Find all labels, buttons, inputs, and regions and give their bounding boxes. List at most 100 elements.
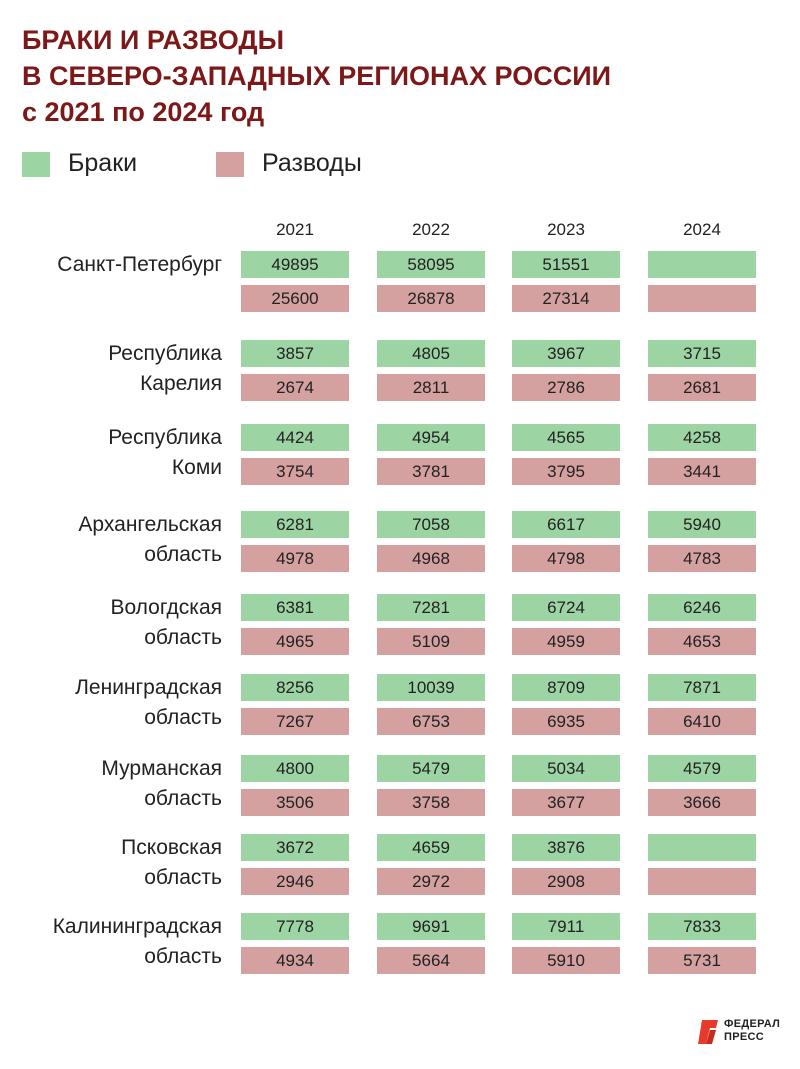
marriages-value-cell: 3876 — [512, 834, 620, 861]
region-label: Санкт-Петербург — [57, 250, 222, 280]
region-label-line: Республика — [108, 342, 222, 365]
divorces-value-cell: 2674 — [241, 374, 349, 401]
divorces-value-cell: 5109 — [377, 628, 485, 655]
divorces-value-cell: 26878 — [377, 285, 485, 312]
marriages-value-cell: 4659 — [377, 834, 485, 861]
region-label-line: Республика — [108, 426, 222, 449]
region-label: Ленинградская область — [75, 673, 222, 733]
divorces-value-cell: 3666 — [648, 789, 756, 816]
marriages-value-cell: 4579 — [648, 755, 756, 782]
divorces-value-cell: 3677 — [512, 789, 620, 816]
logo-line-2: ПРЕСС — [724, 1031, 764, 1043]
divorces-value-cell: 4959 — [512, 628, 620, 655]
divorces-value-cell: 25600 — [241, 285, 349, 312]
divorces-value-cell: 3506 — [241, 789, 349, 816]
marriages-value-cell: 3672 — [241, 834, 349, 861]
divorces-value-cell: 4783 — [648, 545, 756, 572]
marriages-value-cell: 3715 — [648, 340, 756, 367]
divorces-value-cell: 5664 — [377, 947, 485, 974]
marriages-value-cell: 5940 — [648, 511, 756, 538]
region-label-line: область — [144, 866, 222, 889]
region-label-line: Ленинградская — [75, 676, 222, 699]
marriages-value-cell: 3967 — [512, 340, 620, 367]
region-label-line: Мурманская — [101, 757, 222, 780]
marriages-value-cell: 6381 — [241, 594, 349, 621]
marriages-value-cell: 6281 — [241, 511, 349, 538]
divorces-value-cell: 27314 — [512, 285, 620, 312]
logo-text: ФЕДЕРАЛ ПРЕСС — [724, 1018, 780, 1044]
year-header-2024: 2024 — [683, 220, 721, 239]
region-label-line: Калининградская — [52, 915, 222, 938]
divorces-value-cell: 4968 — [377, 545, 485, 572]
divorces-value-cell: 6753 — [377, 708, 485, 735]
marriages-value-cell: 8709 — [512, 674, 620, 701]
region-label: Республика Коми — [108, 423, 222, 483]
divorces-value-cell: 4978 — [241, 545, 349, 572]
marriages-value-cell — [648, 834, 756, 861]
region-label-line: область — [144, 543, 222, 566]
region-label-line: Архангельская — [78, 513, 222, 536]
region-label-line: Карелия — [140, 372, 222, 395]
region-label-line: область — [144, 787, 222, 810]
region-label-line: Санкт-Петербург — [57, 253, 222, 276]
marriages-value-cell — [648, 251, 756, 278]
marriages-value-cell: 7281 — [377, 594, 485, 621]
marriages-value-cell: 5034 — [512, 755, 620, 782]
marriages-value-cell: 4424 — [241, 424, 349, 451]
marriages-value-cell: 4258 — [648, 424, 756, 451]
divorces-value-cell: 2946 — [241, 868, 349, 895]
divorces-value-cell: 4653 — [648, 628, 756, 655]
region-label-line: область — [144, 706, 222, 729]
title-line-2: В СЕВЕРО-ЗАПАДНЫХ РЕГИОНАХ РОССИИ — [22, 61, 612, 91]
divorces-value-cell — [648, 868, 756, 895]
legend-label-divorces: Разводы — [262, 149, 362, 177]
divorces-value-cell: 3781 — [377, 458, 485, 485]
divorces-value-cell — [648, 285, 756, 312]
region-label-line: Коми — [171, 456, 222, 479]
divorces-value-cell: 4965 — [241, 628, 349, 655]
marriages-value-cell: 8256 — [241, 674, 349, 701]
title-line-1: БРАКИ И РАЗВОДЫ — [22, 25, 285, 55]
logo-line-1: ФЕДЕРАЛ — [724, 1018, 781, 1030]
marriages-value-cell: 51551 — [512, 251, 620, 278]
divorces-value-cell: 4798 — [512, 545, 620, 572]
marriages-value-cell: 4954 — [377, 424, 485, 451]
divorces-value-cell: 3441 — [648, 458, 756, 485]
federalpress-logo-icon — [698, 1020, 718, 1044]
marriages-value-cell: 7778 — [241, 913, 349, 940]
marriages-value-cell: 7833 — [648, 913, 756, 940]
title-line-3: с 2021 по 2024 год — [22, 97, 265, 127]
region-label: Мурманская область — [101, 754, 222, 814]
marriages-value-cell: 49895 — [241, 251, 349, 278]
region-label-line: Вологдская — [110, 596, 222, 619]
region-label-line: Псковская — [121, 836, 222, 859]
divorces-value-cell: 7267 — [241, 708, 349, 735]
region-label-line: область — [144, 626, 222, 649]
divorces-value-cell: 2811 — [377, 374, 485, 401]
region-label: Республика Карелия — [108, 339, 222, 399]
chart-title: БРАКИ И РАЗВОДЫ В СЕВЕРО-ЗАПАДНЫХ РЕГИОН… — [22, 22, 611, 130]
legend-swatch-marriages — [22, 152, 50, 177]
region-label-line: область — [144, 945, 222, 968]
divorces-value-cell: 5910 — [512, 947, 620, 974]
marriages-value-cell: 6246 — [648, 594, 756, 621]
divorces-value-cell: 3758 — [377, 789, 485, 816]
year-header-2023: 2023 — [547, 220, 585, 239]
region-label: Вологдская область — [110, 593, 222, 653]
year-header-2021: 2021 — [276, 220, 314, 239]
marriages-value-cell: 58095 — [377, 251, 485, 278]
legend-swatch-divorces — [216, 152, 244, 177]
year-header-2022: 2022 — [412, 220, 450, 239]
region-label: Псковская область — [121, 833, 222, 893]
marriages-value-cell: 6724 — [512, 594, 620, 621]
divorces-value-cell: 5731 — [648, 947, 756, 974]
divorces-value-cell: 2681 — [648, 374, 756, 401]
marriages-value-cell: 7871 — [648, 674, 756, 701]
marriages-value-cell: 4565 — [512, 424, 620, 451]
legend-label-marriages: Браки — [68, 149, 138, 177]
marriages-value-cell: 3857 — [241, 340, 349, 367]
marriages-value-cell: 5479 — [377, 755, 485, 782]
marriages-value-cell: 4805 — [377, 340, 485, 367]
marriages-value-cell: 7058 — [377, 511, 485, 538]
divorces-value-cell: 2972 — [377, 868, 485, 895]
